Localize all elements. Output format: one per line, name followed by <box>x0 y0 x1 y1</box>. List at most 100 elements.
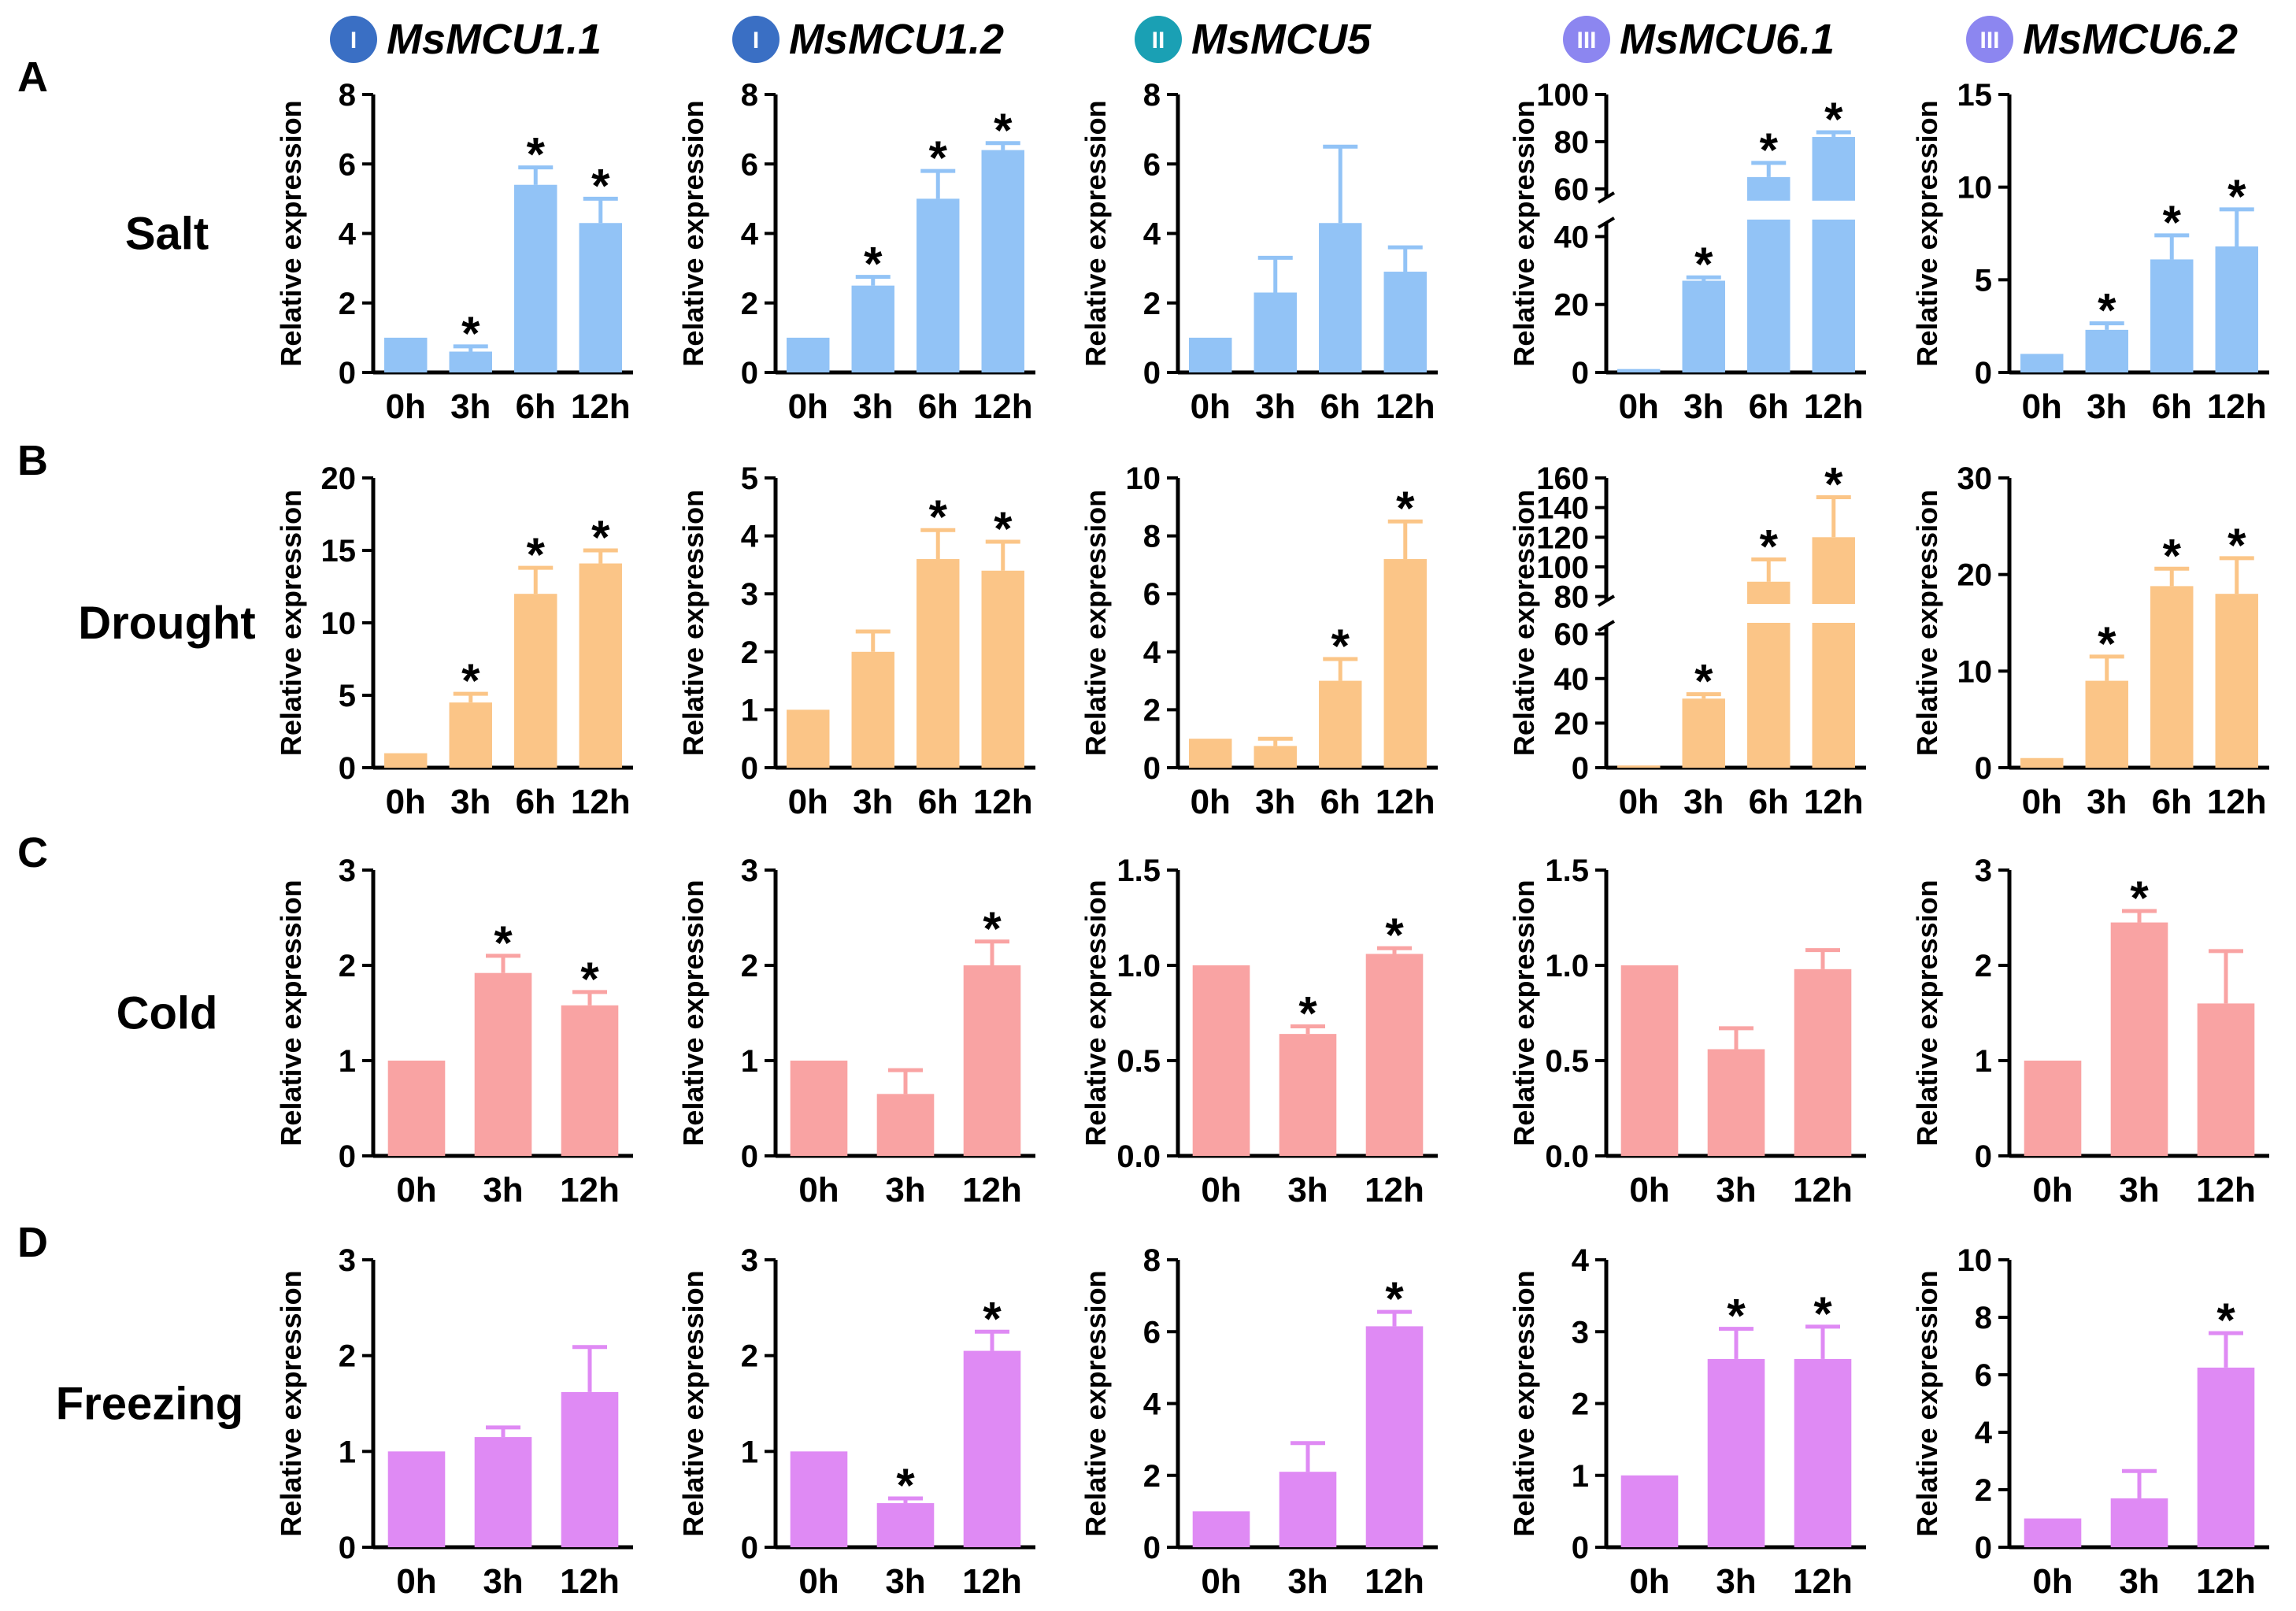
gene-header-3: II MsMCU5 <box>1135 16 1372 63</box>
significance-star: * <box>1298 987 1317 1039</box>
bar-12h <box>2197 1367 2255 1547</box>
bar-12h <box>2215 246 2258 372</box>
chart-b-msmcu5: 0 2 4 6 8 10 Relative expression 0h 3h * 6h * 12h <box>1079 461 1438 821</box>
bar-0h <box>2024 1518 2082 1547</box>
y-tick-label: 100 <box>1536 550 1589 585</box>
y-tick-label: 0 <box>741 1531 758 1565</box>
y-tick-label: 0 <box>1572 751 1589 786</box>
bar-12h <box>981 570 1024 768</box>
y-tick-label: 40 <box>1554 220 1590 254</box>
x-tick-label: 12h <box>1804 783 1864 821</box>
bar-3h <box>2110 922 2168 1156</box>
bar-3h <box>449 702 492 768</box>
y-tick-label: 1.5 <box>1117 854 1161 888</box>
treatment-name: Freezing <box>56 1379 244 1430</box>
y-tick-label: 8 <box>1143 1243 1161 1278</box>
y-axis-label: Relative expression <box>677 1270 709 1536</box>
x-tick-label: 0h <box>798 1171 839 1209</box>
y-tick-label: 0 <box>741 751 758 786</box>
y-tick-label: 0 <box>741 1139 758 1174</box>
axis-break-mark <box>1597 191 1616 204</box>
gene-header-5: III MsMCU6.2 <box>1966 16 2238 63</box>
treatment-name: Salt <box>125 209 209 260</box>
bar-6h <box>1319 223 1362 372</box>
significance-star: * <box>1694 238 1713 291</box>
x-tick-label: 0h <box>2032 1562 2072 1601</box>
significance-star: * <box>2130 872 2149 924</box>
bar-0h <box>384 753 428 768</box>
y-axis-label: Relative expression <box>275 490 307 756</box>
bar-0h <box>1189 337 1232 372</box>
y-tick-label: 3 <box>339 1243 356 1278</box>
significance-star: * <box>2227 519 2246 572</box>
y-tick-label: 2 <box>741 1339 758 1374</box>
x-tick-label: 0h <box>1191 783 1231 821</box>
y-tick-label: 1 <box>339 1044 356 1079</box>
class-badge-icon <box>1563 16 1610 63</box>
y-tick-label: 0 <box>339 1139 356 1174</box>
x-tick-label: 3h <box>2119 1171 2159 1209</box>
x-tick-label: 6h <box>516 783 556 821</box>
bar-3h <box>851 285 894 372</box>
y-tick-label: 2 <box>339 287 356 321</box>
y-tick-label: 60 <box>1554 617 1590 652</box>
significance-star: * <box>580 953 599 1005</box>
significance-star: * <box>929 491 948 543</box>
y-axis-label: Relative expression <box>1079 880 1112 1146</box>
y-tick-label: 30 <box>1957 461 1993 496</box>
bar-0h <box>1617 368 1661 372</box>
y-tick-label: 2 <box>741 287 758 321</box>
treatment-label-c: C Cold <box>17 829 217 1039</box>
bar-break-gap <box>1746 200 1792 220</box>
bar-3h <box>1254 292 1297 372</box>
x-tick-label: 0h <box>1201 1171 1241 1209</box>
significance-star: * <box>1824 93 1843 146</box>
x-tick-label: 6h <box>1320 783 1361 821</box>
y-axis-label: Relative expression <box>1911 490 1943 756</box>
x-tick-label: 12h <box>1365 1171 1424 1209</box>
x-tick-label: 3h <box>1287 1562 1328 1601</box>
y-tick-label: 0.0 <box>1545 1139 1589 1174</box>
bar-12h <box>561 1391 619 1547</box>
bar-0h <box>790 1061 848 1156</box>
bar-0h <box>1620 1475 1679 1547</box>
y-tick-label: 8 <box>1975 1301 1992 1335</box>
bar-break-gap <box>1746 604 1792 623</box>
y-axis-label: Relative expression <box>1911 100 1943 366</box>
significance-star: * <box>896 1459 915 1512</box>
bar-6h <box>2150 259 2194 372</box>
y-tick-label: 0 <box>1975 1531 1992 1565</box>
bar-0h <box>2020 354 2064 372</box>
bar-0h <box>387 1061 446 1156</box>
x-tick-label: 0h <box>788 387 828 426</box>
y-tick-label: 20 <box>1957 558 1993 593</box>
bar-12h <box>1365 954 1424 1156</box>
y-tick-label: 3 <box>741 577 758 612</box>
x-tick-label: 6h <box>1749 387 1789 426</box>
bar-0h <box>2024 1061 2082 1156</box>
bar-0h <box>1620 965 1679 1156</box>
y-tick-label: 140 <box>1536 491 1589 526</box>
bar-12h <box>1383 272 1427 372</box>
y-tick-label: 4 <box>1975 1416 1993 1450</box>
panel-letter: C <box>17 829 48 876</box>
panel-letter: B <box>17 437 48 484</box>
chart-c-msmcu6-2: 0 1 2 3 Relative expression 0h * 3h 12h <box>1911 854 2269 1209</box>
bar-0h <box>387 1451 446 1547</box>
y-tick-label: 0 <box>1143 751 1161 786</box>
bar-0h <box>2020 757 2064 768</box>
bar-3h <box>449 351 492 372</box>
treatment-label-a: A Salt <box>17 54 209 260</box>
class-badge-icon <box>732 16 780 63</box>
significance-star: * <box>1396 482 1415 535</box>
y-tick-label: 10 <box>321 606 357 641</box>
y-axis-label: Relative expression <box>275 880 307 1146</box>
panel-letter: A <box>17 54 48 101</box>
y-tick-label: 4 <box>1143 1387 1161 1422</box>
y-tick-label: 4 <box>741 217 759 252</box>
significance-star: * <box>1385 1272 1404 1325</box>
